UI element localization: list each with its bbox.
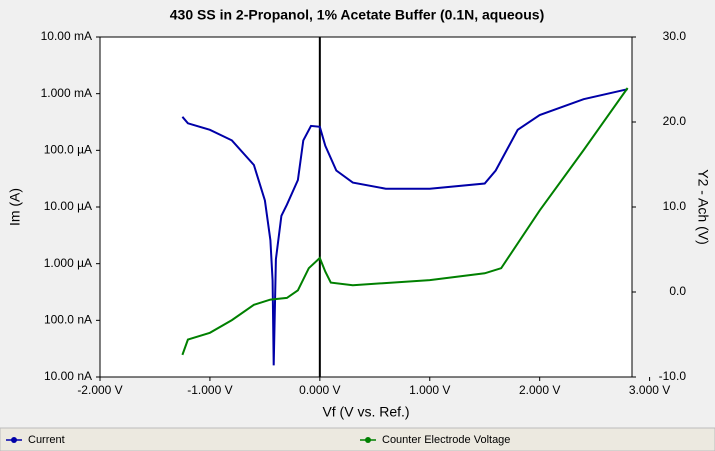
x-axis-label: Vf (V vs. Ref.): [322, 404, 409, 420]
plot-area: [99, 36, 633, 378]
legend-label: Current: [28, 434, 65, 446]
y-tick-label: 10.00 µA: [44, 199, 92, 213]
chart-title: 430 SS in 2-Propanol, 1% Acetate Buffer …: [170, 7, 544, 23]
y-tick-label: 10.00 nA: [44, 369, 92, 383]
y2-tick-label: 20.0: [663, 114, 687, 128]
x-tick-label: 2.000 V: [519, 383, 560, 397]
y2-tick-label: 30.0: [663, 29, 687, 43]
y-tick-label: 100.0 µA: [44, 143, 92, 157]
y-tick-label: 1.000 µA: [44, 256, 92, 270]
series-line: [181, 88, 628, 366]
y2-tick-label: 10.0: [663, 199, 687, 213]
y2-axis-label: Y2 - Ach (V): [695, 169, 711, 244]
legend-marker: [11, 437, 17, 443]
y2-tick-label: 0.0: [669, 284, 686, 298]
x-tick-label: 0.000 V: [299, 383, 340, 397]
y-tick-label: 100.0 nA: [44, 313, 92, 327]
y2-tick-label: -10.0: [659, 369, 687, 383]
x-tick-label: 1.000 V: [409, 383, 450, 397]
y-axis-label: Im (A): [7, 188, 23, 226]
legend-bar: [0, 427, 715, 451]
y-tick-label: 1.000 mA: [41, 86, 92, 100]
x-tick-label: 3.000 V: [629, 383, 670, 397]
x-tick-label: -2.000 V: [77, 383, 122, 397]
y-tick-label: 10.00 mA: [41, 29, 92, 43]
legend-label: Counter Electrode Voltage: [382, 434, 510, 446]
legend-marker: [365, 437, 371, 443]
x-tick-label: -1.000 V: [187, 383, 232, 397]
series-line: [181, 87, 629, 356]
